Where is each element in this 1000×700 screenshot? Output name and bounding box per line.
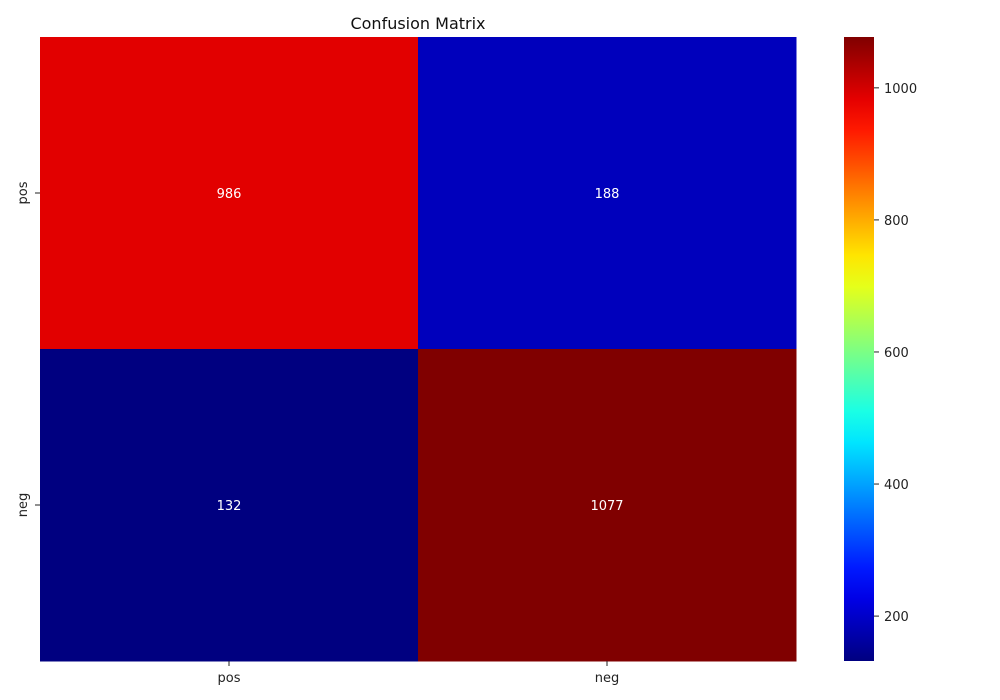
x-tick-label: neg [595,671,620,686]
colorbar-tick-label: 800 [884,214,909,229]
colorbar-tick-label: 200 [884,610,909,625]
colorbar-tick-label: 1000 [884,82,917,97]
y-axis: pos neg [16,181,40,517]
heatmap-cell-labels: 986 188 132 1077 [217,187,624,514]
cell-value-label: 1077 [590,499,623,514]
chart-title: Confusion Matrix [350,14,485,33]
cell-value-label: 986 [217,187,242,202]
heatmap-cell-neg-pos [40,349,419,662]
colorbar-gradient [844,37,874,661]
y-tick-label: pos [16,181,31,204]
cell-value-label: 132 [217,499,242,514]
heatmap-cell-pos-neg [418,37,797,350]
x-axis: pos neg [218,661,620,686]
x-tick-label: pos [218,671,241,686]
cell-value-label: 188 [595,187,620,202]
colorbar: 200 400 600 800 1000 [844,37,917,661]
colorbar-tick-label: 400 [884,478,909,493]
colorbar-tick-label: 600 [884,346,909,361]
heatmap-cell-neg-neg [418,349,797,662]
heatmap-cell-pos-pos [40,37,419,350]
y-tick-label: neg [16,493,31,518]
heatmap-cells [40,37,797,662]
